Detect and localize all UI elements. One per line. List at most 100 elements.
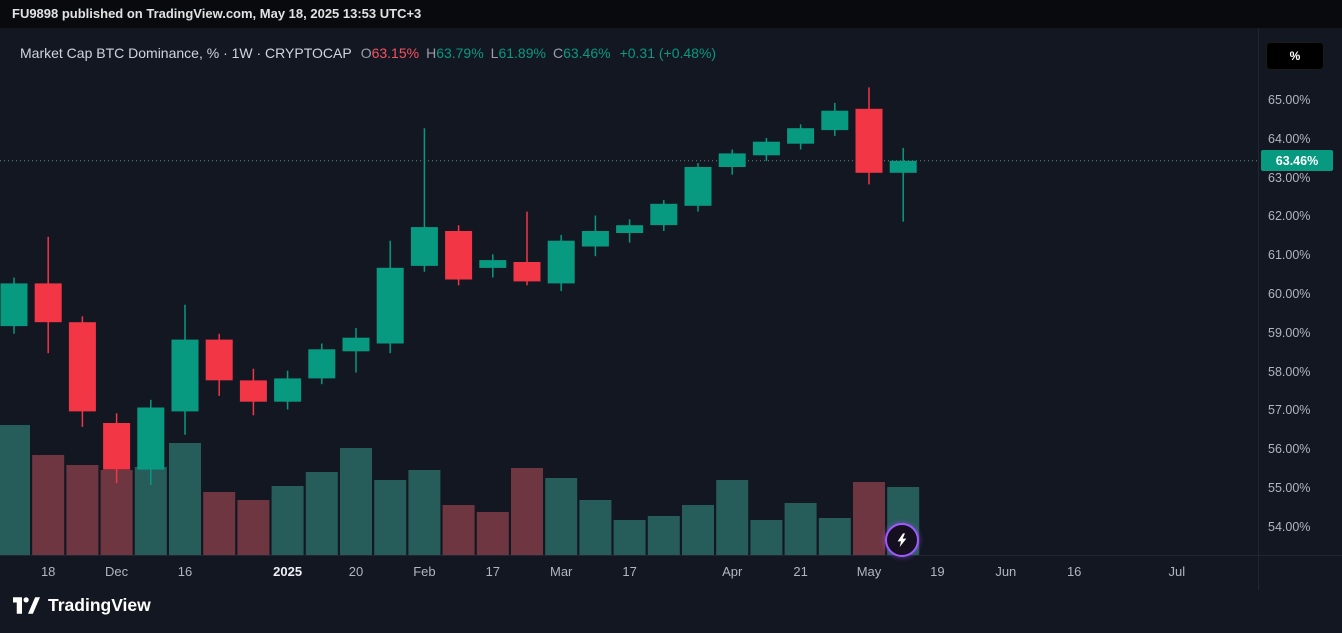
time-tick-label: 18 <box>40 564 56 579</box>
price-tick-label: 62.00% <box>1268 209 1311 224</box>
time-tick-label: 17 <box>622 564 637 579</box>
percent-scale-button[interactable]: % <box>1266 42 1324 70</box>
candle-body <box>376 267 404 344</box>
ohlc-label: C <box>552 45 564 61</box>
volume-bar <box>716 480 749 555</box>
time-tick-label: 16 <box>177 564 193 579</box>
candle-body <box>205 339 233 381</box>
volume-bar <box>340 448 372 555</box>
candle-body <box>308 349 336 379</box>
time-tick-label: 17 <box>485 564 501 579</box>
time-tick-label: Jul <box>1168 564 1186 579</box>
time-tick-label: 16 <box>1066 564 1082 579</box>
chart-canvas[interactable] <box>0 28 1258 555</box>
volume-bar <box>169 443 201 555</box>
candle-body <box>274 378 302 402</box>
volume-bar <box>374 480 407 555</box>
ohlc-pair: O63.15% <box>361 45 419 61</box>
price-tick-label: 55.00% <box>1268 481 1311 495</box>
change-value: +0.31 (+0.48%) <box>619 45 717 61</box>
candle-body <box>34 283 62 323</box>
candle-body <box>410 227 438 266</box>
brand-name: TradingView <box>48 595 151 615</box>
volume-bar <box>511 468 543 555</box>
price-tick-label: 54.00% <box>1268 519 1311 534</box>
ohlc-values: O63.15% H63.79% L61.89% C63.46% <box>361 45 611 61</box>
candle-body <box>68 322 96 412</box>
time-axis-separator <box>0 555 1342 556</box>
ohlc-pair: L61.89% <box>491 45 546 61</box>
volume-bar <box>0 425 30 555</box>
candle-body <box>445 231 473 280</box>
candle-body <box>581 231 609 247</box>
candle-body <box>137 407 165 470</box>
price-axis[interactable]: 65.00% 64.00% 63.00% 62.00% 61.00% 60.00% 59.0… <box>1258 28 1342 555</box>
symbol-legend: Market Cap BTC Dominance, % · 1W · CRYPT… <box>20 45 716 61</box>
candle-body <box>616 225 644 233</box>
volume-bar <box>613 520 646 555</box>
price-tick-label: 57.00% <box>1268 403 1311 418</box>
time-tick-label: May <box>856 564 882 579</box>
volume-bar <box>66 465 99 555</box>
volume-bar <box>203 492 236 555</box>
price-tick-label: 65.00% <box>1268 93 1311 107</box>
symbol-title: Market Cap BTC Dominance, % · 1W · CRYPT… <box>20 45 352 61</box>
time-tick-label: 2025 <box>273 564 303 579</box>
volume-bar <box>853 482 885 555</box>
time-tick-label: 20 <box>348 564 364 579</box>
time-tick-label: Dec <box>105 564 129 579</box>
price-tick-label: 59.00% <box>1268 325 1311 340</box>
candle-body <box>684 167 712 206</box>
time-tick-label: 21 <box>793 564 808 579</box>
time-tick-label: Mar <box>549 564 573 579</box>
candle-body <box>479 260 507 268</box>
candle-body <box>855 108 883 173</box>
candle-body <box>821 110 849 131</box>
time-axis[interactable]: 18 Dec 16 2025 20 Feb 17 Mar 17 Apr 21 May 19 Jun 16 Ju… <box>0 556 1258 590</box>
volume-bar <box>271 486 304 555</box>
volume-bar <box>682 505 714 555</box>
candle-body <box>513 262 541 282</box>
time-tick-label: 19 <box>930 564 945 579</box>
ohlc-label: H <box>426 45 437 61</box>
last-price-label: 63.46% <box>1261 150 1333 172</box>
candle-body <box>342 337 370 352</box>
price-tick-label: 64.00% <box>1268 131 1311 146</box>
volume-bar <box>545 478 578 555</box>
volume-bar <box>305 472 338 555</box>
candle-body <box>239 380 267 402</box>
volume-bar <box>100 470 133 555</box>
volume-bar <box>476 512 509 555</box>
ohlc-pair: C63.46% <box>553 45 611 61</box>
candle-body <box>889 160 917 173</box>
time-tick-label: Apr <box>722 564 743 579</box>
candle-body <box>752 141 780 156</box>
tradingview-logo[interactable]: TradingView <box>13 595 151 616</box>
volume-bar <box>579 500 612 555</box>
ohlc-value: 63.46% <box>563 45 611 61</box>
price-tick-label: 58.00% <box>1268 364 1311 379</box>
price-tick-label: 61.00% <box>1268 248 1311 263</box>
volume-bar <box>408 470 441 555</box>
price-axis-separator <box>1258 28 1259 590</box>
candle-body <box>103 423 131 470</box>
volume-bar <box>818 518 851 555</box>
boost-badge[interactable] <box>885 523 919 557</box>
ohlc-label: L <box>490 45 499 61</box>
volume-bar <box>750 520 783 555</box>
candle-body <box>547 240 575 284</box>
volume-bar <box>442 505 475 555</box>
candle-body <box>787 128 815 144</box>
volume-bar <box>237 500 270 555</box>
ohlc-value: 63.15% <box>371 45 420 61</box>
ohlc-pair: H63.79% <box>426 45 484 61</box>
volume-bar <box>784 503 817 555</box>
volume-bar <box>647 516 680 555</box>
tradingview-mark-icon <box>13 597 40 614</box>
publish-info-bar: FU9898 published on TradingView.com, May… <box>0 0 1342 28</box>
lightning-icon <box>897 533 907 547</box>
ohlc-value: 63.79% <box>436 45 484 61</box>
candle-body <box>718 153 746 167</box>
ohlc-label: O <box>360 45 372 61</box>
